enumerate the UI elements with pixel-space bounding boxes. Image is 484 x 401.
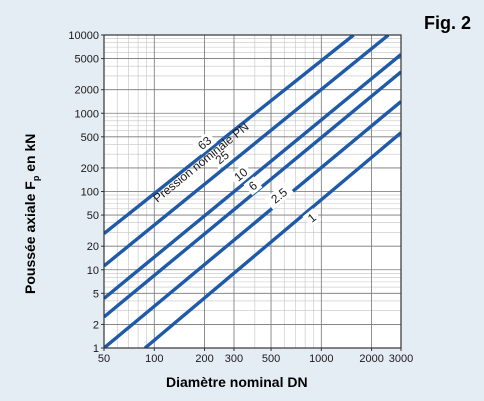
x-tick-label: 500 (262, 353, 280, 365)
curve-label-25: 25 (210, 145, 235, 170)
x-tick-label: 1000 (309, 353, 333, 365)
x-tick-label: 300 (225, 353, 243, 365)
curve-label-1: 1 (302, 208, 322, 228)
x-tick-label: 50 (98, 353, 110, 365)
curve-label-background (243, 176, 263, 196)
y-tick-label: 1000 (75, 108, 99, 120)
x-tick-label: 200 (195, 353, 213, 365)
curve-label-63: 63 (192, 131, 217, 155)
figure-label: Fig. 2 (424, 13, 472, 33)
y-tick-label: 50 (87, 210, 99, 222)
y-tick-label: 10 (87, 265, 99, 277)
pn-line-10 (104, 53, 401, 300)
y-tick-label: 20 (87, 241, 99, 253)
x-tick-label: 100 (145, 353, 163, 365)
y-tick-label: 100 (81, 187, 99, 199)
curve-label-background (210, 145, 235, 170)
curve-label-6: 6 (243, 176, 263, 196)
y-tick-label: 5 (93, 288, 99, 300)
y-tick-label: 10000 (68, 30, 99, 42)
curve-label-background (192, 131, 217, 155)
x-tick-label: 3000 (389, 353, 413, 365)
pn-line-25 (104, 35, 390, 268)
tick-labels: 50 100 200 300 500 1000 2000 300012510205010020… (68, 30, 413, 365)
curve-label-background (228, 162, 254, 187)
curve-label-background (264, 181, 295, 210)
curve-label-10: 10 (228, 162, 254, 187)
y-tick-label: 200 (81, 163, 99, 175)
curve-label-background (302, 208, 322, 228)
y-tick-label: 2 (93, 319, 99, 331)
axis-ticks (101, 34, 402, 351)
y-tick-label: 2000 (75, 85, 99, 97)
y-tick-label: 5000 (75, 54, 99, 66)
y-tick-label: 500 (81, 132, 99, 144)
pn-line-63 (104, 35, 355, 235)
pn-line-2-5 (104, 100, 401, 348)
y-tick-label: 1 (93, 343, 99, 355)
x-tick-label: 2000 (359, 353, 383, 365)
pn-line-1 (143, 131, 401, 348)
x-axis-label: Diamètre nominal DN (166, 374, 308, 390)
